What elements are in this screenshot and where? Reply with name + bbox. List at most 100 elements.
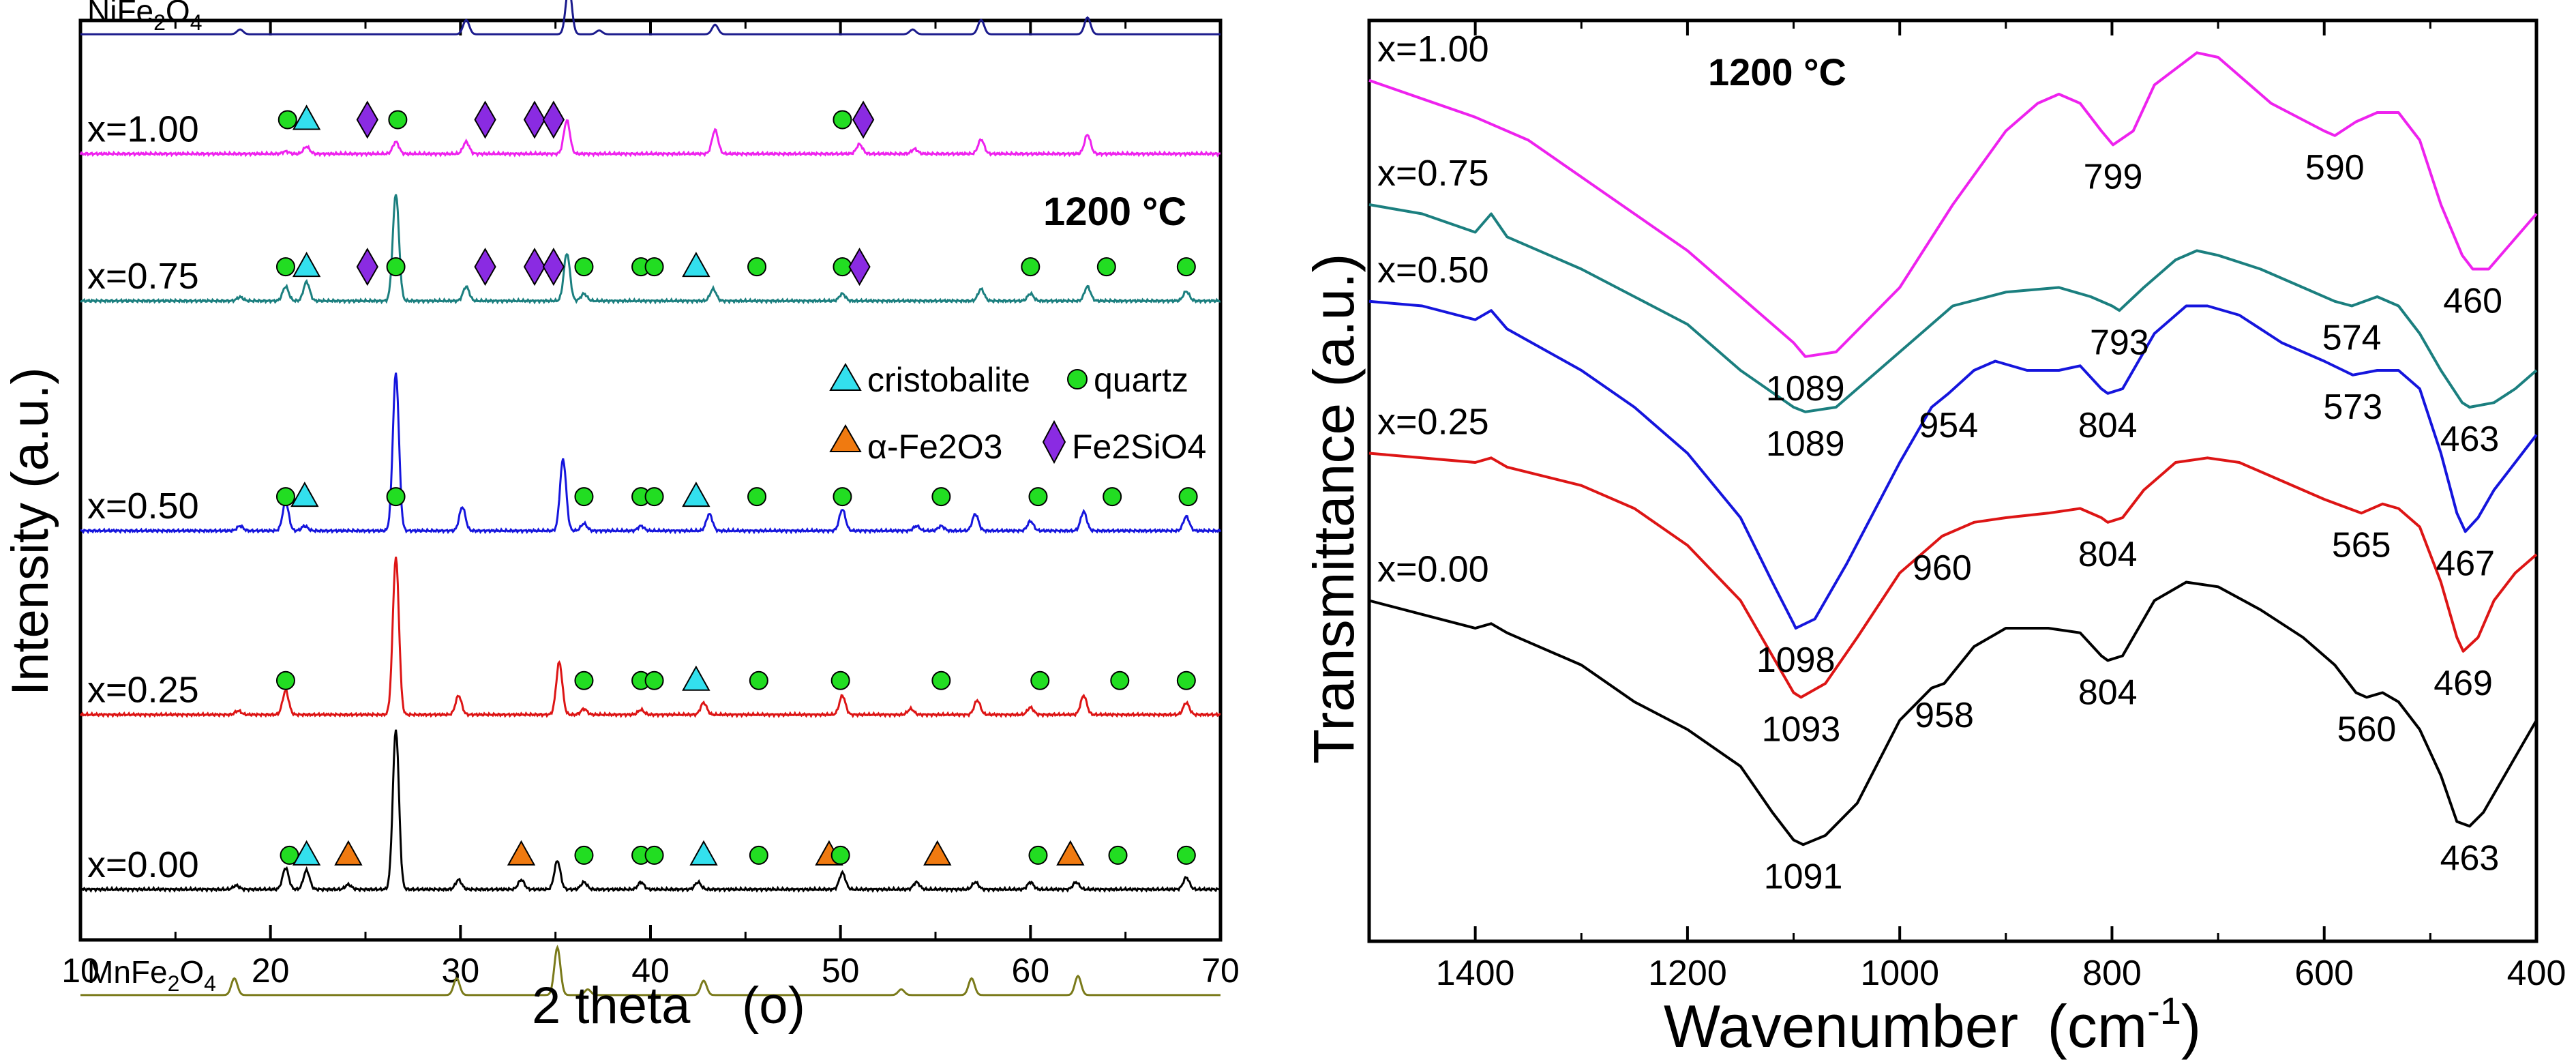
quartz-marker	[386, 487, 406, 507]
xrd-x-ticks: 10 20 30 40 50 60 70	[61, 20, 1240, 990]
fe2o3-marker	[334, 840, 363, 866]
ftir-peak-label: 460	[2443, 282, 2502, 321]
xrd-series-NiFe2O4	[80, 0, 1220, 35]
ftir-peak-label: 1098	[1756, 640, 1836, 680]
fe2sio4-marker	[848, 248, 871, 286]
xrd-tick-label: 20	[252, 952, 290, 990]
xrd-series-x=0.00	[80, 729, 1222, 894]
legend-quartz-symbol	[1067, 369, 1088, 389]
xrd-series-label: x=0.00	[87, 844, 199, 885]
ftir-plot-frame	[1367, 18, 2538, 943]
quartz-marker	[644, 487, 664, 507]
quartz-marker	[931, 670, 951, 690]
ftir-tick-label: 600	[2294, 954, 2354, 993]
xrd-tick-label: 10	[61, 952, 100, 990]
legend-fe2o3-label: α-Fe2O3	[867, 428, 1002, 466]
ftir-peak-label: 590	[2305, 148, 2365, 188]
xrd-tick-label: 40	[631, 952, 670, 990]
ftir-chart: 1400 1200 1000 800 600 400 1089 799 590 460 1089 7…	[1302, 18, 2566, 1060]
ftir-peak-label: 804	[2078, 535, 2138, 574]
ftir-peak-label: 1089	[1766, 424, 1845, 464]
legend-fe2sio4-label: Fe2SiO4	[1072, 428, 1206, 466]
ftir-series-x=0.00	[1368, 580, 2538, 846]
ftir-series-label: x=0.75	[1377, 153, 1489, 194]
xrd-chart: 10 20 30 40 50 60 70 NiFe2O4 x=1.00 x=0.75 x=0.50…	[1, 0, 1240, 1035]
ftir-tick-label: 1400	[1436, 954, 1515, 993]
ftir-series-x=1.00	[1368, 51, 2538, 358]
ftir-x-axis-label: Wavenumber (cm-1)	[1664, 989, 2201, 1060]
ftir-series-label: x=0.50	[1377, 250, 1489, 291]
cristobalite-marker	[290, 482, 319, 507]
fe2sio4-marker	[356, 248, 378, 286]
xrd-y-axis-label: Intensity (a.u.)	[1, 367, 59, 696]
quartz-marker	[1028, 487, 1048, 507]
ftir-series-label: x=0.00	[1377, 549, 1489, 590]
quartz-marker	[1176, 670, 1196, 690]
xrd-phase-markers	[275, 100, 1198, 866]
ftir-annotation: 1200 °C	[1708, 50, 1846, 93]
xrd-x-axis-unit: (o)	[742, 977, 805, 1035]
quartz-marker	[574, 845, 594, 865]
ftir-tick-label: 1000	[1860, 954, 1939, 993]
quartz-marker	[275, 670, 295, 690]
ftir-tick-label: 1200	[1648, 954, 1727, 993]
ftir-peak-label: 793	[2090, 323, 2149, 362]
fe2sio4-marker	[356, 100, 378, 139]
quartz-marker	[1176, 257, 1196, 277]
quartz-marker	[644, 845, 664, 865]
quartz-marker	[749, 845, 768, 865]
cristobalite-marker	[292, 252, 321, 278]
xrd-tick-label: 70	[1201, 952, 1240, 990]
xrd-series-label: NiFe2O4	[87, 0, 203, 35]
ftir-peak-label: 560	[2337, 709, 2397, 749]
ftir-series-label: x=0.25	[1377, 402, 1489, 443]
ftir-peak-label: 958	[1915, 696, 1974, 735]
fe2sio4-marker	[542, 248, 565, 286]
quartz-marker	[1021, 257, 1040, 277]
legend-quartz-label: quartz	[1094, 361, 1188, 399]
ftir-peak-label: 804	[2078, 673, 2138, 712]
legend-fe2sio4-symbol	[1042, 419, 1066, 464]
fe2o3-marker	[507, 840, 536, 866]
xrd-x-axis-label: 2 theta	[532, 977, 691, 1035]
quartz-marker	[749, 670, 768, 690]
fe2sio4-marker	[542, 100, 565, 139]
ftir-series-x=0.25	[1368, 452, 2538, 699]
quartz-marker	[278, 110, 297, 130]
fe2o3-marker	[1056, 840, 1085, 866]
ftir-peak-labels: 1089 799 590 460 1089 793 574 463 954 804 573 1098 4…	[1756, 148, 2502, 897]
cristobalite-marker	[682, 252, 710, 278]
fe2sio4-marker	[523, 100, 546, 139]
ftir-peak-label: 573	[2323, 387, 2382, 427]
quartz-marker	[830, 845, 850, 865]
quartz-marker	[1028, 845, 1048, 865]
quartz-marker	[644, 670, 664, 690]
fe2sio4-marker	[852, 100, 875, 139]
quartz-marker	[830, 670, 850, 690]
cristobalite-marker	[292, 104, 321, 130]
legend-cristobalite-label: cristobalite	[867, 361, 1030, 399]
ftir-series-label: x=1.00	[1377, 29, 1489, 70]
quartz-marker	[644, 257, 664, 277]
cristobalite-marker	[682, 482, 710, 507]
quartz-marker	[1096, 257, 1116, 277]
xrd-annotation: 1200 °C	[1043, 190, 1186, 234]
legend-fe2o3-symbol	[829, 424, 862, 452]
quartz-marker	[833, 110, 852, 130]
xrd-series-MnFe2O4	[80, 944, 1220, 997]
quartz-marker	[1030, 670, 1050, 690]
quartz-marker	[1178, 487, 1198, 507]
quartz-marker	[275, 257, 295, 277]
xrd-legend: cristobalite quartz α-Fe2O3 Fe2SiO4	[829, 361, 1206, 466]
fe2sio4-marker	[474, 100, 496, 139]
quartz-marker	[747, 257, 767, 277]
ftir-peak-label: 463	[2440, 419, 2500, 459]
ftir-peak-label: 469	[2433, 664, 2493, 703]
xrd-series-x=0.25	[79, 557, 1221, 718]
xrd-series-label: MnFe2O4	[87, 954, 216, 996]
ftir-series-lines	[1368, 51, 2538, 846]
ftir-peak-label: 960	[1913, 548, 1972, 588]
xrd-series-x=0.75	[80, 194, 1221, 305]
